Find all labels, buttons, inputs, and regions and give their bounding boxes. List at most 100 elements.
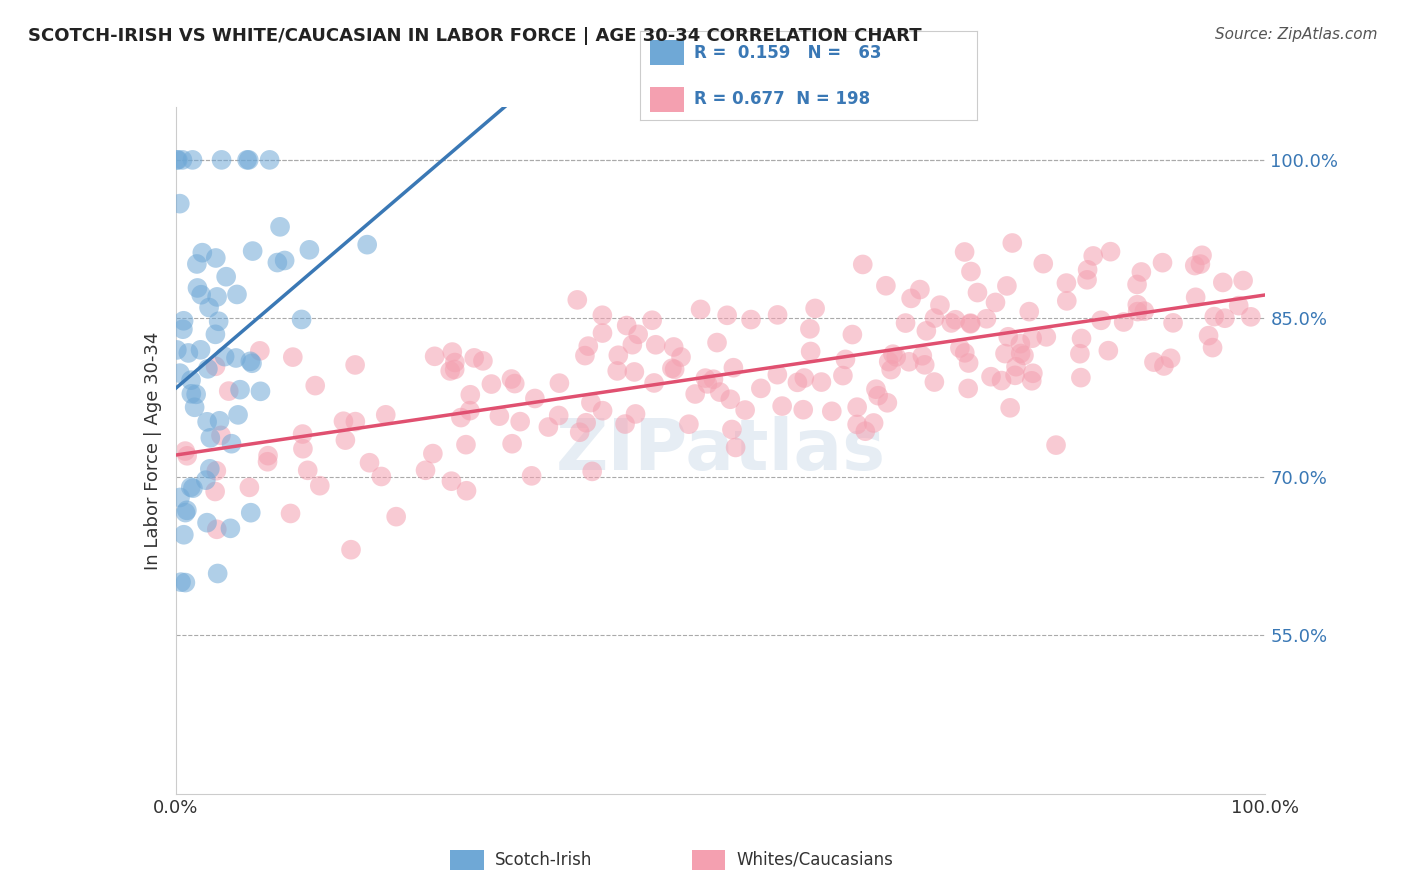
Whites/Caucasians <box>1021 331 1043 345</box>
Whites/Caucasians <box>537 420 560 434</box>
Whites/Caucasians <box>450 410 472 425</box>
Whites/Caucasians <box>440 474 463 488</box>
Whites/Caucasians <box>308 479 330 493</box>
Whites/Caucasians <box>1161 316 1184 330</box>
Whites/Caucasians <box>876 396 898 410</box>
Whites/Caucasians <box>1232 273 1254 287</box>
Whites/Caucasians <box>1077 262 1099 277</box>
Scotch-Irish <box>177 346 200 360</box>
Scotch-Irish <box>239 506 262 520</box>
Scotch-Irish <box>191 245 214 260</box>
Whites/Caucasians <box>1005 359 1028 374</box>
Whites/Caucasians <box>592 403 614 417</box>
Whites/Caucasians <box>1152 255 1174 269</box>
Scotch-Irish <box>190 343 212 357</box>
Whites/Caucasians <box>810 375 832 389</box>
Whites/Caucasians <box>941 316 963 330</box>
Bar <box>692 849 725 870</box>
Scotch-Irish <box>242 244 264 258</box>
Whites/Caucasians <box>297 463 319 477</box>
Whites/Caucasians <box>415 463 437 477</box>
Whites/Caucasians <box>256 455 278 469</box>
Whites/Caucasians <box>641 313 664 327</box>
Whites/Caucasians <box>841 327 863 342</box>
Text: Scotch-Irish: Scotch-Irish <box>495 851 592 869</box>
Whites/Caucasians <box>929 298 952 312</box>
Whites/Caucasians <box>984 295 1007 310</box>
Whites/Caucasians <box>846 400 869 414</box>
Scotch-Irish <box>290 312 312 326</box>
Whites/Caucasians <box>1204 310 1226 324</box>
Scotch-Irish <box>180 480 202 494</box>
Whites/Caucasians <box>997 330 1019 344</box>
Scotch-Irish <box>166 153 188 167</box>
Scotch-Irish <box>186 257 208 271</box>
Whites/Caucasians <box>463 351 485 365</box>
Whites/Caucasians <box>1045 438 1067 452</box>
Whites/Caucasians <box>471 354 494 368</box>
Whites/Caucasians <box>423 349 446 363</box>
Scotch-Irish <box>207 566 229 581</box>
Text: Whites/Caucasians: Whites/Caucasians <box>737 851 894 869</box>
Whites/Caucasians <box>1126 298 1149 312</box>
Whites/Caucasians <box>678 417 700 432</box>
Whites/Caucasians <box>1153 359 1175 373</box>
Whites/Caucasians <box>1130 265 1153 279</box>
Scotch-Irish <box>273 253 295 268</box>
Whites/Caucasians <box>689 302 711 317</box>
Whites/Caucasians <box>1213 311 1236 326</box>
Text: R = 0.677  N = 198: R = 0.677 N = 198 <box>693 90 870 108</box>
Whites/Caucasians <box>204 359 226 374</box>
Whites/Caucasians <box>1001 235 1024 250</box>
Scotch-Irish <box>200 431 222 445</box>
Whites/Caucasians <box>643 376 665 390</box>
Whites/Caucasians <box>1070 331 1092 345</box>
Whites/Caucasians <box>766 308 789 322</box>
Text: SCOTCH-IRISH VS WHITE/CAUCASIAN IN LABOR FORCE | AGE 30-34 CORRELATION CHART: SCOTCH-IRISH VS WHITE/CAUCASIAN IN LABOR… <box>28 27 922 45</box>
Scotch-Irish <box>172 322 194 336</box>
Whites/Caucasians <box>441 345 464 359</box>
Whites/Caucasians <box>616 318 638 333</box>
Whites/Caucasians <box>662 340 685 354</box>
Whites/Caucasians <box>1227 299 1250 313</box>
Whites/Caucasians <box>706 335 728 350</box>
Scotch-Irish <box>298 243 321 257</box>
Whites/Caucasians <box>664 362 686 376</box>
Whites/Caucasians <box>340 542 363 557</box>
Scotch-Irish <box>356 237 378 252</box>
Whites/Caucasians <box>980 369 1002 384</box>
Whites/Caucasians <box>291 427 314 442</box>
Whites/Caucasians <box>723 360 745 375</box>
Whites/Caucasians <box>291 442 314 456</box>
Scotch-Irish <box>226 287 249 301</box>
Whites/Caucasians <box>218 384 240 398</box>
Whites/Caucasians <box>607 348 630 362</box>
Scotch-Irish <box>190 287 212 301</box>
Scotch-Irish <box>173 314 195 328</box>
Scotch-Irish <box>236 153 259 167</box>
Whites/Caucasians <box>623 365 645 379</box>
Whites/Caucasians <box>990 374 1012 388</box>
Whites/Caucasians <box>458 403 481 417</box>
Scotch-Irish <box>169 366 191 380</box>
Whites/Caucasians <box>1056 293 1078 308</box>
Scotch-Irish <box>240 356 263 370</box>
Whites/Caucasians <box>862 416 884 430</box>
Whites/Caucasians <box>911 349 934 363</box>
Whites/Caucasians <box>959 317 981 331</box>
Whites/Caucasians <box>924 375 946 389</box>
Whites/Caucasians <box>481 377 503 392</box>
Scotch-Irish <box>195 516 218 530</box>
Whites/Caucasians <box>547 409 569 423</box>
Bar <box>650 87 683 112</box>
Whites/Caucasians <box>1126 277 1149 292</box>
Whites/Caucasians <box>520 468 543 483</box>
Whites/Caucasians <box>205 464 228 478</box>
Whites/Caucasians <box>966 285 988 300</box>
Scotch-Irish <box>174 506 197 520</box>
Whites/Caucasians <box>1212 276 1234 290</box>
Whites/Caucasians <box>998 401 1021 415</box>
Text: ZIPatlas: ZIPatlas <box>555 416 886 485</box>
Whites/Caucasians <box>627 327 650 342</box>
Whites/Caucasians <box>1054 276 1077 290</box>
